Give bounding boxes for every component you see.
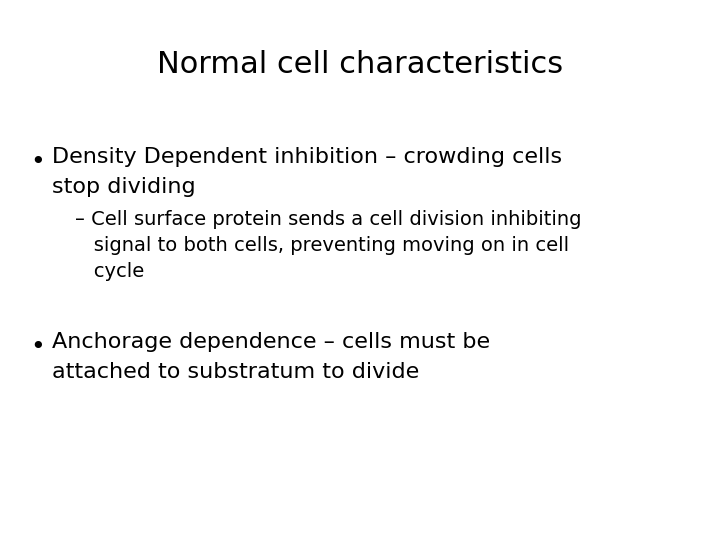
Text: Anchorage dependence – cells must be: Anchorage dependence – cells must be — [52, 332, 490, 352]
Text: Normal cell characteristics: Normal cell characteristics — [157, 50, 563, 79]
Text: •: • — [30, 335, 45, 359]
Text: •: • — [30, 150, 45, 174]
Text: signal to both cells, preventing moving on in cell: signal to both cells, preventing moving … — [75, 236, 569, 255]
Text: cycle: cycle — [75, 262, 144, 281]
Text: Density Dependent inhibition – crowding cells: Density Dependent inhibition – crowding … — [52, 147, 562, 167]
Text: stop dividing: stop dividing — [52, 177, 196, 197]
Text: attached to substratum to divide: attached to substratum to divide — [52, 362, 419, 382]
Text: – Cell surface protein sends a cell division inhibiting: – Cell surface protein sends a cell divi… — [75, 210, 582, 229]
